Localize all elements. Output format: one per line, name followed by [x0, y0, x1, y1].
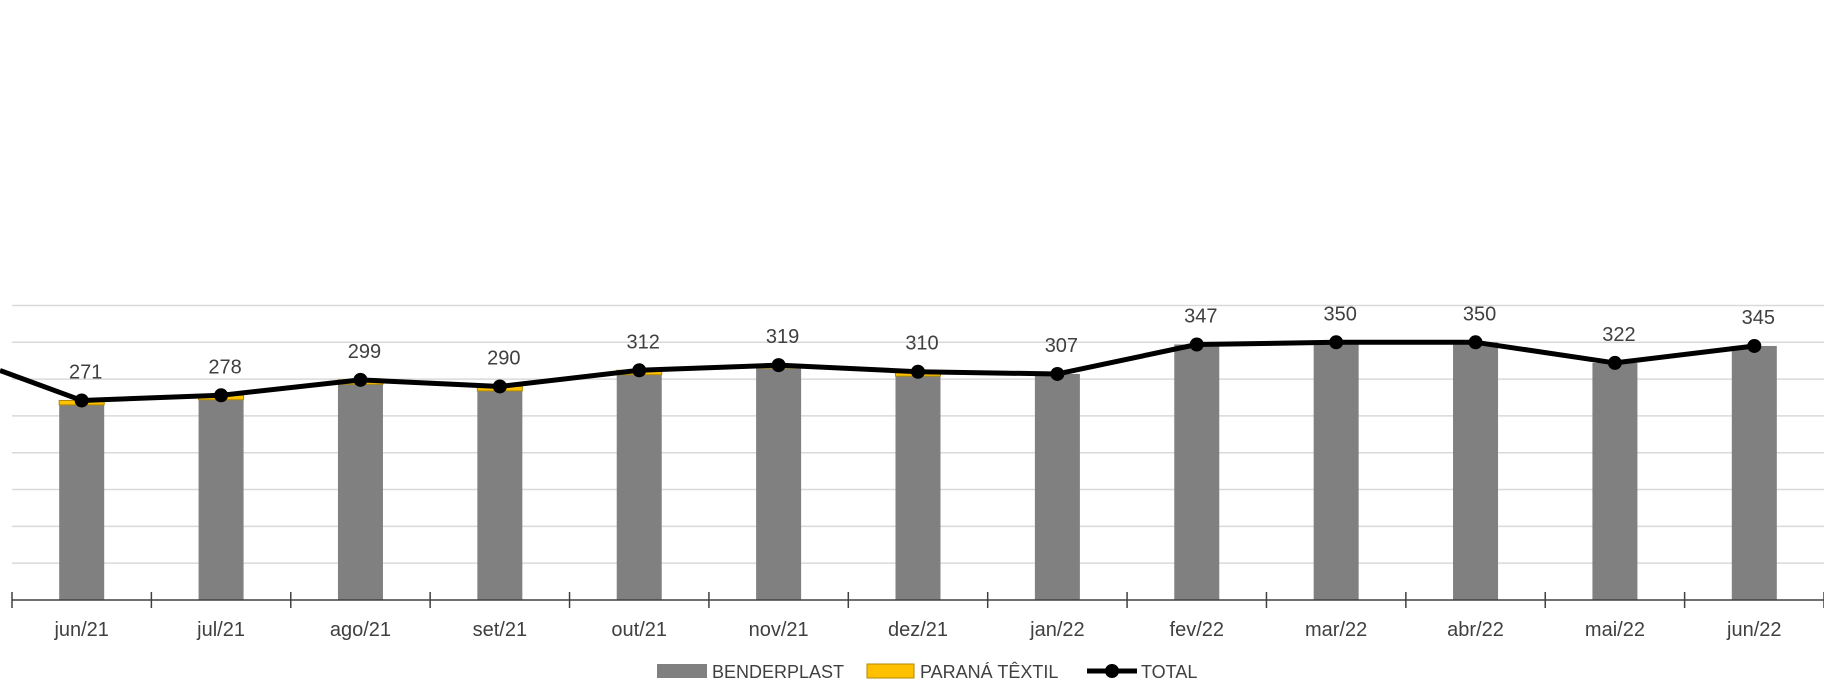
x-tick-label: jun/21: [53, 619, 109, 641]
data-label-jan-22: 307: [1045, 335, 1078, 357]
bar-benderplast-dez-21: [895, 376, 941, 600]
bar-benderplast-fev-22: [1174, 344, 1220, 600]
data-label-nov-21: 319: [766, 326, 799, 348]
bar-benderplast-abr-22: [1453, 342, 1499, 600]
data-label-set-21: 290: [487, 347, 520, 369]
total-line: [0, 339, 1755, 403]
x-tick-label: jul/21: [196, 619, 245, 641]
legend-swatch-parana-textil: [866, 663, 915, 679]
total-point-jul-21: [214, 388, 229, 403]
x-tick-label: jun/22: [1726, 619, 1782, 641]
x-tick-label: mai/22: [1585, 619, 1645, 641]
x-tick-label: out/21: [611, 619, 667, 641]
bar-benderplast-jan-22: [1034, 373, 1080, 600]
data-label-mai-22: 322: [1602, 324, 1635, 346]
data-label-jun-22: 345: [1742, 307, 1775, 329]
bar-benderplast-jul-21: [198, 399, 244, 600]
data-label-dez-21: 310: [905, 333, 938, 355]
total-point-dez-21: [911, 364, 925, 379]
x-tick-label: jan/22: [1029, 619, 1085, 641]
legend-label-total: TOTAL: [1141, 662, 1197, 682]
bar-benderplast-jun-21: [59, 404, 105, 600]
legend-swatch-benderplast: [657, 664, 707, 678]
bar-benderplast-ago-21: [337, 384, 383, 600]
total-point-jan-22: [1050, 366, 1065, 381]
data-label-ago-21: 299: [348, 341, 381, 363]
bar-benderplast-jun-22: [1731, 345, 1777, 600]
total-point-mai-22: [1607, 355, 1622, 370]
x-tick-label: abr/22: [1447, 619, 1504, 641]
total-point-out-21: [632, 363, 647, 378]
total-point-mar-22: [1329, 335, 1344, 350]
x-tick-label: fev/22: [1170, 619, 1224, 641]
x-tick-label: nov/21: [749, 619, 809, 641]
x-tick-label: ago/21: [330, 619, 391, 641]
total-point-ago-21: [353, 372, 368, 387]
legend: BENDERPLAST PARANÁ TÊXTIL TOTAL: [657, 662, 1197, 682]
data-label-fev-22: 347: [1184, 306, 1217, 328]
bar-series: [58, 342, 1777, 600]
total-point-fev-22: [1189, 337, 1204, 352]
bar-benderplast-mar-22: [1313, 342, 1359, 600]
bar-benderplast-mai-22: [1592, 362, 1638, 600]
data-label-jul-21: 278: [208, 356, 241, 378]
bar-benderplast-nov-21: [756, 368, 802, 600]
data-label-jun-21: 271: [69, 361, 102, 383]
total-point-jun-21: [74, 393, 89, 408]
data-label-out-21: 312: [627, 331, 660, 353]
total-point-nov-21: [771, 358, 786, 373]
x-tick-label: mar/22: [1305, 619, 1367, 641]
x-axis: jun/21 jul/21 ago/21 set/21 out/21 nov/21 dez/…: [11, 592, 1824, 641]
legend-label-parana-textil: PARANÁ TÊXTIL: [920, 662, 1058, 682]
total-point-set-21: [492, 379, 507, 394]
x-tick-label: dez/21: [888, 619, 948, 641]
data-label-abr-22: 350: [1463, 303, 1496, 325]
total-point-abr-22: [1468, 335, 1483, 350]
bar-benderplast-out-21: [616, 374, 662, 600]
data-label-mar-22: 350: [1323, 303, 1356, 325]
bar-benderplast-set-21: [477, 390, 523, 600]
total-point-jun-22: [1747, 338, 1762, 353]
legend-label-benderplast: BENDERPLAST: [712, 662, 844, 682]
data-labels: 271 278 299 290 312 319 310 307 347 350 350 322 345: [69, 303, 1775, 383]
x-tick-label: set/21: [473, 619, 527, 641]
legend-marker-total: [1105, 664, 1119, 678]
total-line-series: [0, 335, 1762, 408]
